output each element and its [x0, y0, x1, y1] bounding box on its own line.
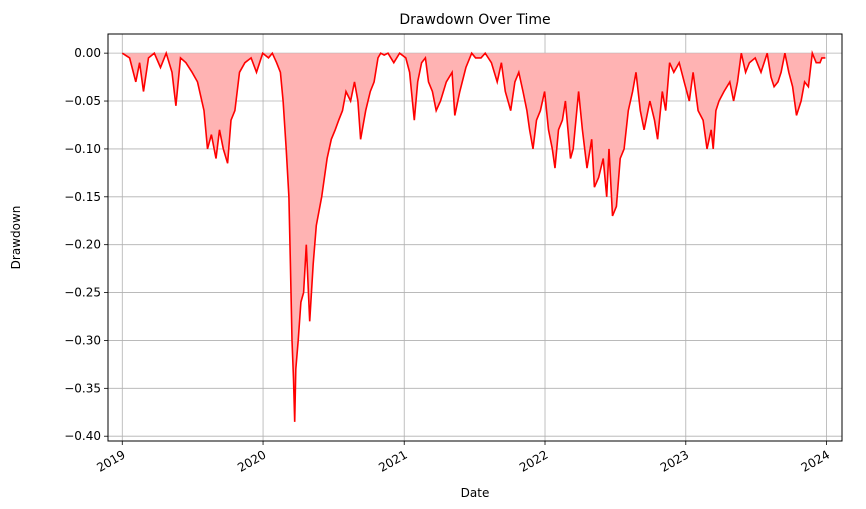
plot-frame [107, 33, 843, 442]
y-axis-label: Drawdown [9, 206, 23, 270]
y-tick-label: −0.25 [64, 286, 101, 300]
y-tick-label: −0.05 [64, 94, 101, 108]
chart-title: Drawdown Over Time [399, 12, 550, 28]
y-axis-ticks: 0.00 −0.05 −0.10 −0.15 −0.20 −0.25 −0.30 −0.35 −… [64, 46, 108, 443]
y-tick-label: −0.35 [64, 381, 101, 395]
y-tick-label: −0.10 [64, 142, 101, 156]
y-tick-label: 0.00 [74, 46, 101, 60]
y-tick-label: −0.30 [64, 333, 101, 347]
y-tick-label: −0.15 [64, 190, 101, 204]
y-tick-label: −0.20 [64, 238, 101, 252]
drawdown-line [121, 50, 826, 422]
y-tick-label: −0.40 [64, 429, 101, 443]
x-axis-label: Date [461, 486, 490, 500]
drawdown-area-fill [122, 53, 826, 422]
